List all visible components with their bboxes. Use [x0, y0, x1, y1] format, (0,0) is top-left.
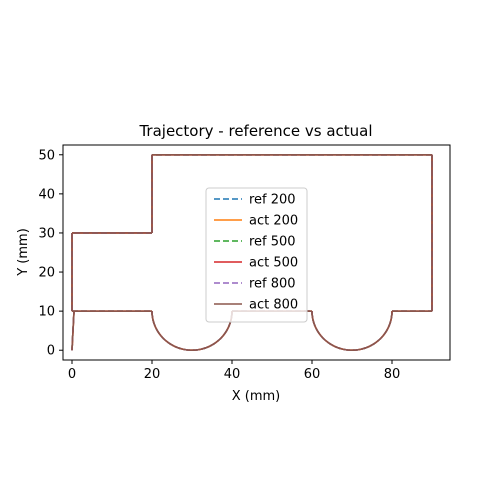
x-tick-label: 60 [304, 367, 321, 382]
chart-title: Trajectory - reference vs actual [138, 122, 372, 140]
x-tick-label: 40 [224, 367, 241, 382]
x-axis: 0 20 40 60 80 [68, 360, 400, 382]
plot-area [71, 153, 433, 352]
legend-label: ref 500 [249, 235, 296, 250]
legend: ref 200 act 200 ref 500 act 500 ref 800 act 8… [205, 187, 308, 323]
y-axis: 0 10 20 30 40 50 [38, 148, 63, 359]
x-tick-label: 80 [384, 367, 401, 382]
y-tick-label: 50 [38, 148, 55, 163]
y-tick-label: 30 [38, 226, 55, 241]
y-tick-label: 20 [38, 266, 55, 281]
legend-label: act 800 [249, 298, 298, 313]
x-axis-label: X (mm) [232, 389, 281, 404]
legend-label: act 500 [249, 256, 298, 271]
x-tick-label: 0 [68, 367, 76, 382]
legend-box [205, 187, 308, 323]
legend-label: act 200 [249, 214, 298, 229]
y-tick-label: 10 [38, 305, 55, 320]
y-tick-label: 0 [47, 344, 55, 359]
y-axis-label: Y (mm) [16, 228, 31, 277]
plot-frame [62, 144, 451, 361]
x-tick-label: 20 [144, 367, 161, 382]
legend-label: ref 800 [249, 277, 296, 292]
legend-label: ref 200 [249, 193, 296, 208]
y-tick-label: 40 [38, 187, 55, 202]
